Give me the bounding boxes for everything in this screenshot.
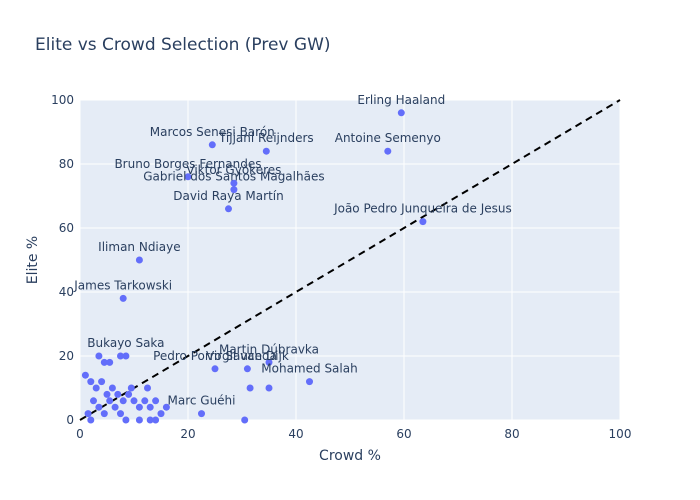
data-point: [84, 410, 92, 418]
data-point: [87, 378, 95, 386]
data-point: [146, 403, 154, 411]
x-tick-label: 20: [180, 427, 195, 441]
x-tick-label: 80: [504, 427, 519, 441]
y-tick-label: 60: [59, 221, 74, 235]
data-point: [208, 141, 216, 149]
data-point: [225, 205, 232, 213]
data-point: [108, 384, 116, 392]
points-layer: [81, 109, 427, 424]
data-point: [81, 371, 89, 379]
data-point: [92, 384, 100, 392]
point-label: Bukayo Saka: [87, 336, 164, 350]
data-point: [397, 109, 405, 117]
data-point: [146, 416, 154, 424]
x-tick-label: 0: [76, 427, 84, 441]
point-label: James Tarkowski: [73, 278, 172, 292]
data-point: [306, 378, 313, 386]
point-label: Erling Haaland: [357, 93, 445, 107]
point-label: Marc Guéhi: [167, 394, 235, 408]
data-point: [162, 403, 170, 411]
data-point: [230, 186, 238, 194]
data-point: [100, 410, 108, 418]
data-point: [198, 410, 205, 418]
data-point: [246, 384, 254, 392]
data-point: [117, 352, 124, 360]
data-point: [152, 397, 160, 405]
data-point: [243, 365, 251, 373]
y-tick-label: 80: [59, 157, 74, 171]
reference-diagonal-line: [79, 99, 621, 421]
point-label: Mohamed Salah: [261, 362, 357, 376]
data-point: [265, 384, 273, 392]
point-label: Iliman Ndiaye: [98, 240, 180, 254]
data-point: [95, 352, 103, 360]
data-point: [262, 147, 270, 155]
data-point: [119, 397, 127, 405]
data-point: [117, 410, 124, 418]
y-tick-label: 20: [59, 349, 74, 363]
data-point: [144, 384, 151, 392]
point-label: Antoine Semenyo: [335, 131, 441, 145]
point-label: David Raya Martín: [173, 189, 283, 203]
grid-lines: [79, 99, 621, 421]
data-point: [122, 416, 130, 424]
data-point: [111, 403, 119, 411]
y-tick-label: 100: [51, 93, 74, 107]
data-point: [98, 378, 106, 386]
data-point: [241, 416, 249, 424]
tick-labels: 0 20 40 60 80 100 0 20 40 60 80 100: [51, 93, 631, 441]
y-tick-label: 40: [59, 285, 74, 299]
x-tick-label: 60: [396, 427, 411, 441]
data-point: [152, 416, 160, 424]
x-tick-label: 40: [288, 427, 303, 441]
point-label: Tijjani Reijnders: [218, 131, 314, 145]
data-point: [230, 179, 238, 187]
data-point: [141, 397, 149, 405]
point-label: Virgil van Dijk: [206, 349, 289, 363]
data-point: [125, 390, 133, 398]
data-point: [100, 358, 108, 366]
data-point: [135, 416, 143, 424]
data-point: [384, 147, 392, 155]
point-label: Viktor Gyökeres: [186, 163, 281, 177]
data-point: [106, 358, 114, 366]
point-label: Martin Dúbravka: [219, 342, 319, 356]
data-point: [211, 365, 219, 373]
y-axis-title: Elite %: [25, 236, 41, 284]
chart-title: Elite vs Crowd Selection (Prev GW): [35, 35, 331, 55]
data-point: [184, 173, 192, 181]
data-point: [130, 397, 138, 405]
point-label: Pedro Porro Sauceda: [153, 349, 277, 363]
point-label: Bruno Borges Fernandes: [114, 157, 261, 171]
data-point: [90, 397, 97, 405]
x-axis-title: Crowd %: [319, 448, 381, 464]
data-point: [419, 218, 427, 226]
data-point: [135, 403, 143, 411]
point-label: Gabriel dos Santos Magalhães: [143, 170, 324, 184]
y-tick-label: 0: [66, 413, 74, 427]
data-point: [127, 384, 135, 392]
data-point: [119, 294, 127, 302]
x-tick-label: 100: [609, 427, 632, 441]
point-label: Marcos Senesi Barón: [150, 125, 275, 139]
data-point: [95, 403, 103, 411]
data-point: [103, 390, 111, 398]
data-point: [114, 390, 122, 398]
point-labels-layer: Erling Haaland Marcos Senesi BarónTijjani…: [73, 93, 511, 408]
data-point: [106, 397, 114, 405]
point-label: João Pedro Junqueira de Jesus: [333, 202, 512, 216]
data-point: [157, 410, 165, 418]
data-point: [122, 352, 130, 360]
data-point: [87, 416, 95, 424]
data-point: [135, 256, 143, 264]
data-point: [265, 358, 273, 366]
